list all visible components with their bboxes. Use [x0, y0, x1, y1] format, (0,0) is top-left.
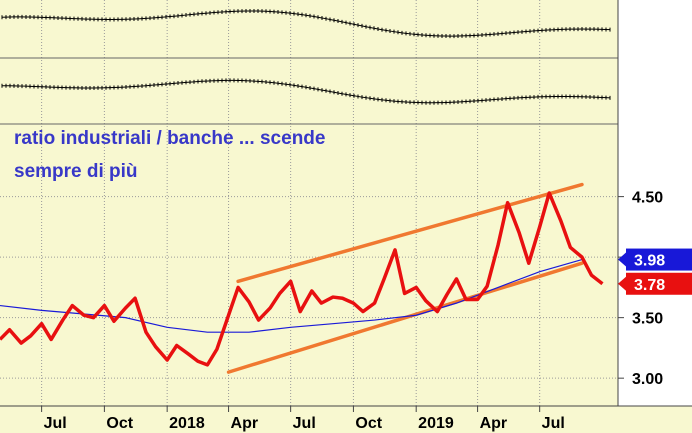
x-axis: Jul Oct 2018 Apr Jul Oct 2019 Apr Jul: [0, 405, 692, 433]
ratio-line: [0, 191, 604, 367]
y-tick-label: 3.00: [632, 371, 663, 388]
x-tick-label: Apr: [480, 415, 508, 432]
y-tick-label: 3.50: [632, 311, 663, 328]
ratio-panel: [0, 182, 604, 374]
x-tick-label: 2018: [169, 415, 205, 432]
x-tick-label: Oct: [106, 415, 133, 432]
right-axis: 4.504.003.503.003.983.78: [617, 0, 692, 406]
x-axis-band: [0, 406, 692, 433]
annotation-line-2: sempre di più: [14, 161, 138, 182]
grid: [0, 0, 618, 406]
value-badge: [626, 272, 692, 295]
x-tick-label: Jul: [542, 415, 565, 432]
value-badge: [626, 248, 692, 271]
channel-line: [236, 182, 584, 284]
channel-line: [226, 261, 584, 374]
price-line: [1, 79, 611, 104]
x-tick-label: Apr: [231, 415, 259, 432]
x-tick-label: 2019: [418, 415, 454, 432]
value-badge-arrow: [618, 276, 626, 291]
x-tick-label: Jul: [44, 415, 67, 432]
price-line: [1, 10, 611, 37]
value-badge-label: 3.98: [634, 253, 665, 270]
value-badge-label: 3.78: [634, 277, 665, 294]
x-tick-label: Oct: [355, 415, 382, 432]
value-badge-arrow: [618, 252, 626, 267]
y-tick-label: 4.50: [632, 190, 663, 207]
axis-panel: [618, 0, 692, 406]
annotation-line-1: ratio industriali / banche ... scende: [14, 128, 325, 149]
top-price-panel: [1, 8, 611, 39]
x-tick-label: Jul: [293, 415, 316, 432]
